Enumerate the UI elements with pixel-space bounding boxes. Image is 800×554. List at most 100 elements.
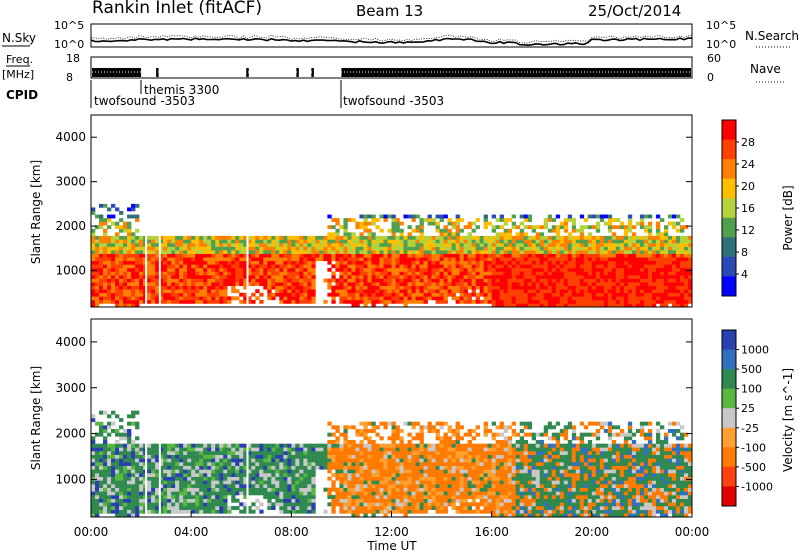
velocity-cell	[107, 509, 112, 514]
power-cell	[671, 246, 677, 251]
velocity-cell	[291, 495, 296, 499]
power-cell	[119, 253, 124, 258]
power-cell	[187, 267, 192, 272]
power-cell	[607, 235, 613, 240]
power-cell	[515, 264, 521, 269]
velocity-cell	[423, 498, 428, 503]
power-cell	[139, 235, 144, 240]
power-cell	[547, 260, 553, 265]
power-cell	[463, 271, 468, 276]
power-cell	[247, 278, 252, 283]
power-cell	[227, 275, 232, 279]
velocity-cell	[303, 476, 308, 481]
power-cell	[123, 267, 128, 272]
power-cell	[403, 275, 408, 279]
velocity-cell	[115, 443, 120, 448]
power-cell	[411, 264, 416, 269]
power-cell	[91, 260, 96, 265]
power-cell	[379, 296, 384, 301]
power-cell	[459, 257, 464, 262]
power-cell	[311, 289, 316, 294]
velocity-cell	[303, 495, 308, 499]
power-cell	[439, 218, 444, 222]
power-cell	[371, 285, 376, 290]
velocity-cell	[447, 487, 452, 492]
velocity-cell	[255, 465, 260, 470]
power-cell	[107, 253, 112, 258]
power-cell	[491, 275, 496, 279]
velocity-cell	[343, 436, 348, 441]
power-cell	[611, 271, 617, 276]
power-cell	[519, 246, 525, 251]
power-cell	[171, 260, 176, 265]
power-cell	[607, 299, 613, 304]
power-cell	[435, 278, 440, 283]
velocity-cell	[443, 498, 448, 503]
power-cell	[411, 289, 416, 294]
velocity-cell	[327, 440, 332, 444]
power-cell	[311, 282, 316, 286]
power-cell	[543, 225, 549, 230]
velocity-cell	[375, 487, 380, 492]
power-cell	[667, 271, 673, 276]
velocity-cell	[271, 451, 276, 455]
velocity-cell	[147, 495, 152, 499]
power-cell	[243, 235, 248, 240]
power-cell	[431, 275, 436, 279]
power-cell	[663, 282, 669, 286]
velocity-cell	[243, 480, 248, 485]
velocity-cell	[371, 469, 376, 474]
power-cell	[555, 285, 561, 290]
power-cell	[215, 271, 220, 276]
power-cell	[203, 285, 208, 290]
velocity-cell	[91, 502, 96, 507]
power-cell	[123, 221, 128, 226]
power-cell	[503, 282, 508, 286]
power-cell	[527, 264, 533, 269]
velocity-cell	[103, 495, 108, 499]
power-cell	[355, 257, 360, 262]
power-cell	[403, 289, 408, 294]
power-cell	[403, 257, 408, 262]
power-cell	[139, 278, 144, 283]
power-cell	[91, 278, 96, 283]
power-cell	[375, 264, 380, 269]
power-cell	[551, 299, 557, 304]
velocity-cell	[211, 502, 216, 507]
power-cell	[151, 246, 156, 251]
power-cell	[567, 235, 573, 240]
velocity-cell	[335, 498, 340, 503]
power-cell	[683, 285, 689, 290]
velocity-cell	[351, 462, 356, 466]
power-cell	[195, 289, 200, 294]
power-cell	[339, 225, 344, 230]
power-cell	[371, 232, 376, 237]
power-cell	[407, 235, 412, 240]
power-cell	[431, 260, 436, 265]
power-cell	[687, 243, 692, 247]
velocity-cell	[283, 495, 288, 499]
power-cell	[239, 278, 244, 283]
power-cell	[331, 225, 336, 230]
velocity-cell	[263, 447, 268, 452]
velocity-cell	[287, 495, 292, 499]
power-cell	[571, 289, 577, 294]
power-cell	[271, 243, 276, 247]
velocity-cell	[387, 476, 392, 481]
power-cell	[287, 282, 292, 286]
velocity-cell	[163, 487, 168, 492]
power-cell	[463, 225, 468, 230]
velocity-cell	[135, 425, 140, 430]
velocity-cell	[283, 469, 288, 474]
power-cell	[187, 299, 192, 304]
velocity-cell	[339, 491, 344, 496]
velocity-cell	[91, 506, 96, 510]
power-cell	[207, 271, 212, 276]
velocity-cell	[443, 487, 448, 492]
power-cell	[215, 250, 220, 254]
power-cell	[347, 235, 352, 240]
velocity-cell	[347, 484, 352, 488]
velocity-cell	[219, 473, 224, 477]
power-cell	[199, 275, 204, 279]
power-cell	[191, 264, 196, 269]
